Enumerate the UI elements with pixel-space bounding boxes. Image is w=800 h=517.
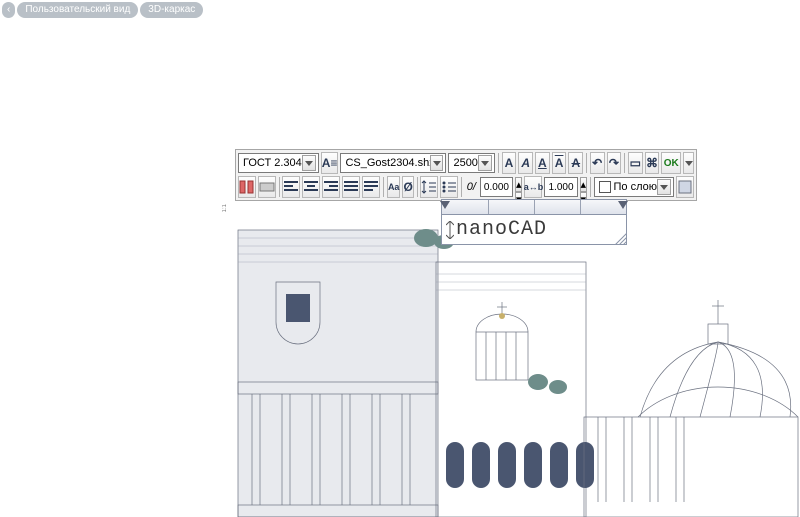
ok-label: OK (664, 158, 679, 169)
back-pill[interactable]: ‹ (2, 2, 15, 18)
columns-button[interactable] (238, 176, 256, 198)
align-distribute-button[interactable] (362, 176, 380, 198)
view-breadcrumbs: ‹ Пользовательский вид 3D-каркас (2, 2, 203, 18)
strike-button[interactable]: A (568, 152, 583, 174)
dropdown-icon (657, 179, 671, 195)
width-spinner[interactable]: ▴▾ (515, 177, 523, 197)
overline-button[interactable]: A (552, 152, 567, 174)
text-height-combo[interactable]: 2500 (448, 153, 494, 173)
separator (586, 153, 587, 173)
font-combo[interactable]: CS_Gost2304.shx (340, 153, 446, 173)
field-button[interactable] (258, 176, 276, 198)
text-style-icon-button[interactable]: A≡ (321, 152, 339, 174)
columns-icon (239, 179, 255, 195)
bold-button[interactable]: A (502, 152, 517, 174)
view-pill[interactable]: Пользовательский вид (17, 2, 138, 18)
dropdown-icon (302, 155, 316, 171)
text-format-toolbar: ГОСТ 2.304 A≡ CS_Gost2304.shx 2500 A A A… (235, 149, 697, 201)
text-style-combo[interactable]: ГОСТ 2.304 (238, 153, 319, 173)
ruler-left-marker[interactable] (440, 201, 450, 209)
symbols-button[interactable]: ⌘ (645, 152, 660, 174)
align-left-icon (283, 179, 299, 195)
underline-button[interactable]: A (535, 152, 550, 174)
mask-icon (677, 179, 693, 195)
tracking-value: 1.000 (548, 182, 573, 193)
field-icon (259, 179, 275, 195)
uppercase-button[interactable]: Aa (387, 176, 401, 198)
ruler-icon: ▭ (630, 156, 641, 170)
editor-text: nanoCAD (456, 218, 547, 241)
tracking-icon-button[interactable]: a↔b (524, 176, 542, 198)
bold-glyph: A (505, 156, 514, 170)
redo-icon: ↷ (609, 156, 619, 170)
bullets-icon (441, 179, 457, 195)
tracking-spinner[interactable]: ▴▾ (580, 177, 588, 197)
italic-button[interactable]: A (518, 152, 533, 174)
color-bylayer-combo[interactable]: По слою (594, 177, 675, 197)
separator (498, 153, 499, 173)
align-right-icon (323, 179, 339, 195)
tracking-input[interactable]: 1.000 (544, 177, 577, 197)
strike-glyph: A (571, 156, 580, 170)
line-spacing-button[interactable] (420, 176, 438, 198)
ruler-toggle-button[interactable]: ▭ (628, 152, 643, 174)
spin-up-icon: ▴ (580, 177, 588, 192)
underline-glyph: A (538, 156, 547, 170)
redo-button[interactable]: ↷ (607, 152, 622, 174)
bullets-button[interactable] (440, 176, 458, 198)
viewport-scale-label: 1:1 (222, 204, 228, 212)
overline-glyph: A (555, 156, 564, 170)
undo-button[interactable]: ↶ (590, 152, 605, 174)
separator (624, 153, 625, 173)
color-value: По слою (614, 181, 658, 193)
align-left-button[interactable] (282, 176, 300, 198)
symbols-icon: ⌘ (646, 156, 658, 170)
toolbar-row-1: ГОСТ 2.304 A≡ CS_Gost2304.shx 2500 A A A… (238, 152, 694, 174)
uppercase-icon: Aa (388, 182, 400, 192)
dropdown-icon (478, 155, 492, 171)
mode-pill[interactable]: 3D-каркас (140, 2, 203, 18)
align-center-icon (303, 179, 319, 195)
align-right-button[interactable] (322, 176, 340, 198)
mask-button[interactable] (676, 176, 694, 198)
caret-icon (446, 221, 454, 239)
resize-grip-icon[interactable] (615, 233, 627, 245)
align-center-button[interactable] (302, 176, 320, 198)
symbol-icon: Ø (403, 180, 412, 194)
ok-button[interactable]: OK (661, 152, 681, 174)
italic-glyph: A (521, 156, 530, 170)
text-height-value: 2500 (453, 157, 477, 169)
oblique-label: 0/ (465, 181, 478, 193)
undo-icon: ↶ (592, 156, 602, 170)
spin-up-icon: ▴ (515, 177, 523, 192)
text-style-value: ГОСТ 2.304 (243, 157, 302, 169)
tracking-icon: a↔b (524, 182, 544, 192)
align-justify-icon (343, 179, 359, 195)
text-style-icon: A≡ (322, 156, 338, 170)
text-input-area[interactable]: nanoCAD (441, 215, 627, 245)
align-justify-button[interactable] (342, 176, 360, 198)
symbol-insert-button[interactable]: Ø (402, 176, 413, 198)
mtext-editor[interactable]: nanoCAD (441, 199, 627, 245)
align-dist-icon (363, 179, 379, 195)
text-ruler[interactable] (441, 199, 627, 215)
toolbar-row-2: Aa Ø 0/ 0.000 ▴▾ a↔b 1.000 ▴▾ По слою (238, 176, 694, 198)
chevron-down-icon (685, 161, 693, 166)
width-factor-value: 0.000 (484, 182, 509, 193)
toolbar-more-button[interactable] (683, 152, 694, 174)
font-value: CS_Gost2304.shx (345, 157, 430, 169)
dropdown-icon (430, 155, 443, 171)
ruler-right-marker[interactable] (618, 201, 628, 209)
line-spacing-icon (421, 179, 437, 195)
width-factor-input[interactable]: 0.000 (480, 177, 513, 197)
color-swatch (599, 181, 611, 193)
